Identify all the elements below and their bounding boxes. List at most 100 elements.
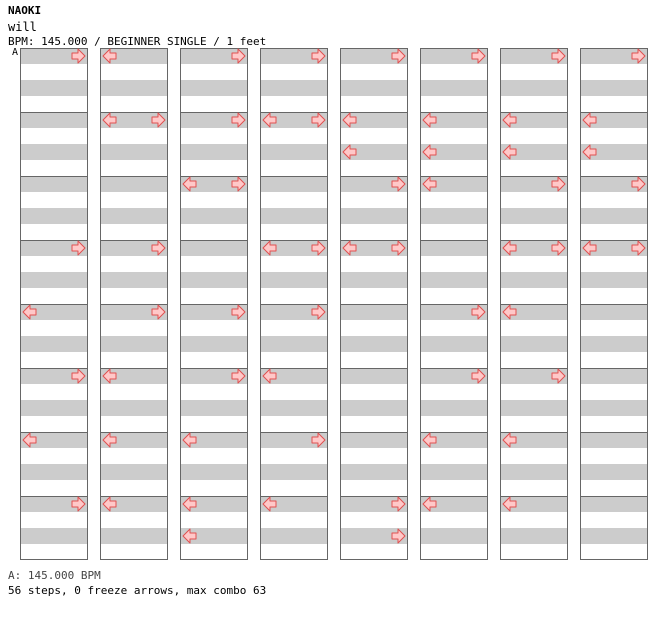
beat-band [100,368,168,384]
beat-band [420,400,488,416]
right-arrow-note [231,48,246,64]
right-arrow-note [311,240,326,256]
beat-band [420,176,488,192]
measure [340,432,408,496]
beat-band [580,240,648,256]
right-arrow-note [311,432,326,448]
measure [20,112,88,176]
beat-band [500,112,568,128]
beat-band [340,496,408,512]
beat-band [340,80,408,96]
beat-band [260,496,328,512]
beat-band [100,464,168,480]
right-arrow-note [71,240,86,256]
beat-band [180,208,248,224]
measure [100,368,168,432]
beat-band [180,112,248,128]
beat-band [100,48,168,64]
beat-band [260,48,328,64]
left-arrow-note [502,240,517,256]
beat-band [340,48,408,64]
beat-band [500,368,568,384]
right-arrow-note [231,368,246,384]
right-arrow-note [311,304,326,320]
chart-info: BPM: 145.000 / BEGINNER SINGLE / 1 feet [8,35,267,48]
measure [580,304,648,368]
beat-band [20,496,88,512]
left-arrow-note [262,368,277,384]
beat-band [180,272,248,288]
beat-band [180,80,248,96]
measure [340,496,408,560]
beat-band [180,400,248,416]
measure [180,432,248,496]
beat-band [580,432,648,448]
left-arrow-note [502,432,517,448]
left-arrow-note [102,368,117,384]
left-arrow-note [502,112,517,128]
measure [420,304,488,368]
beat-band [580,336,648,352]
right-arrow-note [391,496,406,512]
measure [260,432,328,496]
beat-band [420,432,488,448]
beat-band [340,400,408,416]
beat-band [340,304,408,320]
left-arrow-note [422,432,437,448]
beat-band [420,528,488,544]
right-arrow-note [551,48,566,64]
beat-band [180,176,248,192]
beat-band [260,240,328,256]
beat-band [500,240,568,256]
measure [500,432,568,496]
beat-band [340,336,408,352]
beat-band [180,144,248,160]
measure [20,48,88,112]
beat-band [100,336,168,352]
measure [340,304,408,368]
measure [180,176,248,240]
measure [100,240,168,304]
right-arrow-note [391,176,406,192]
beat-band [580,400,648,416]
beat-band [580,48,648,64]
right-arrow-note [631,176,646,192]
left-arrow-note [102,432,117,448]
right-arrow-note [391,240,406,256]
right-arrow-note [471,304,486,320]
measure [260,496,328,560]
left-arrow-note [102,48,117,64]
step-stats: 56 steps, 0 freeze arrows, max combo 63 [8,584,267,597]
beat-band [500,432,568,448]
beat-band [100,112,168,128]
left-arrow-note [502,304,517,320]
beat-band [20,528,88,544]
measure [100,48,168,112]
beat-band [260,272,328,288]
beat-band [500,336,568,352]
beat-band [500,464,568,480]
measure [500,176,568,240]
right-arrow-note [631,48,646,64]
beat-band [100,144,168,160]
beat-band [260,144,328,160]
left-arrow-note [502,144,517,160]
beat-band [100,496,168,512]
measure [420,48,488,112]
left-arrow-note [182,528,197,544]
beat-band [580,272,648,288]
beat-band [420,144,488,160]
left-arrow-note [582,144,597,160]
left-arrow-note [262,112,277,128]
bpm-marker: A [12,47,19,58]
right-arrow-note [551,240,566,256]
right-arrow-note [551,176,566,192]
beat-band [260,528,328,544]
beat-band [420,304,488,320]
measure [340,240,408,304]
measure [340,368,408,432]
right-arrow-note [551,368,566,384]
measure [420,432,488,496]
beat-band [180,368,248,384]
